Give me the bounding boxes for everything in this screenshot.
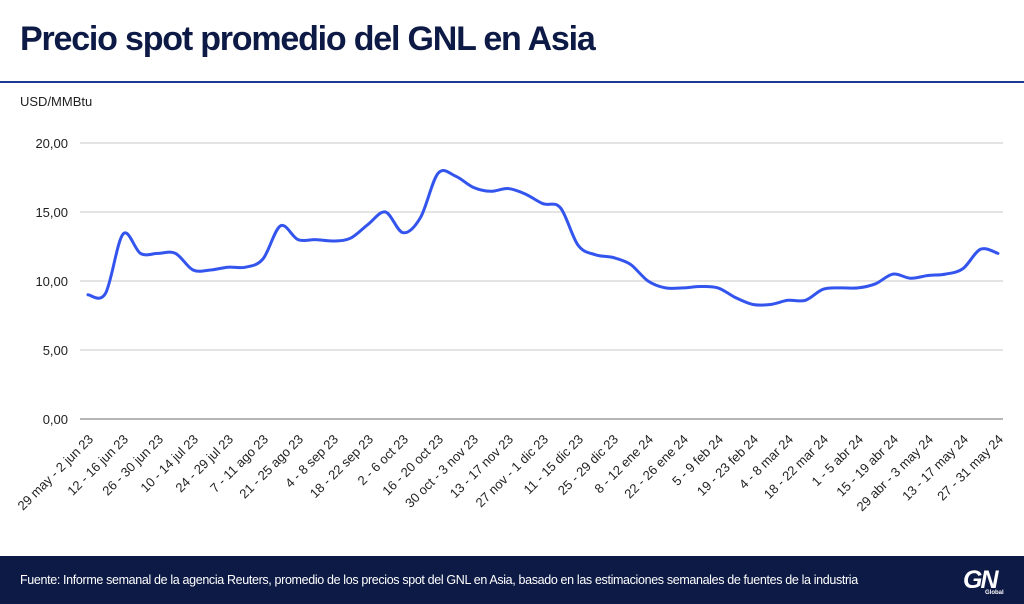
y-tick-label: 20,00: [35, 136, 68, 151]
y-tick-label: 10,00: [35, 274, 68, 289]
y-tick-label: 15,00: [35, 205, 68, 220]
logo-subtext: Global: [985, 590, 1004, 596]
y-tick-label: 0,00: [43, 412, 68, 427]
grid-lines: [80, 142, 1003, 420]
title-divider: [0, 81, 1024, 83]
price-series-line: [86, 169, 1000, 307]
source-note: Fuente: Informe semanal de la agencia Re…: [20, 573, 858, 587]
chart-title: Precio spot promedio del GNL en Asia: [20, 20, 596, 58]
series-layer: [86, 169, 1000, 307]
y-axis-unit-label: USD/MMBtu: [20, 94, 93, 109]
brand-logo: GN Global: [961, 562, 1013, 600]
line-chart: 0,00 5,00 10,00 15,00 20,00 29 may - 2 jun 2…: [14, 136, 1006, 515]
footer-bar: Fuente: Informe semanal de la agencia Re…: [0, 556, 1024, 604]
y-tick-label: 5,00: [43, 343, 68, 358]
y-axis-ticks: 0,00 5,00 10,00 15,00 20,00: [35, 136, 68, 427]
logo-mark: GN: [963, 566, 998, 594]
